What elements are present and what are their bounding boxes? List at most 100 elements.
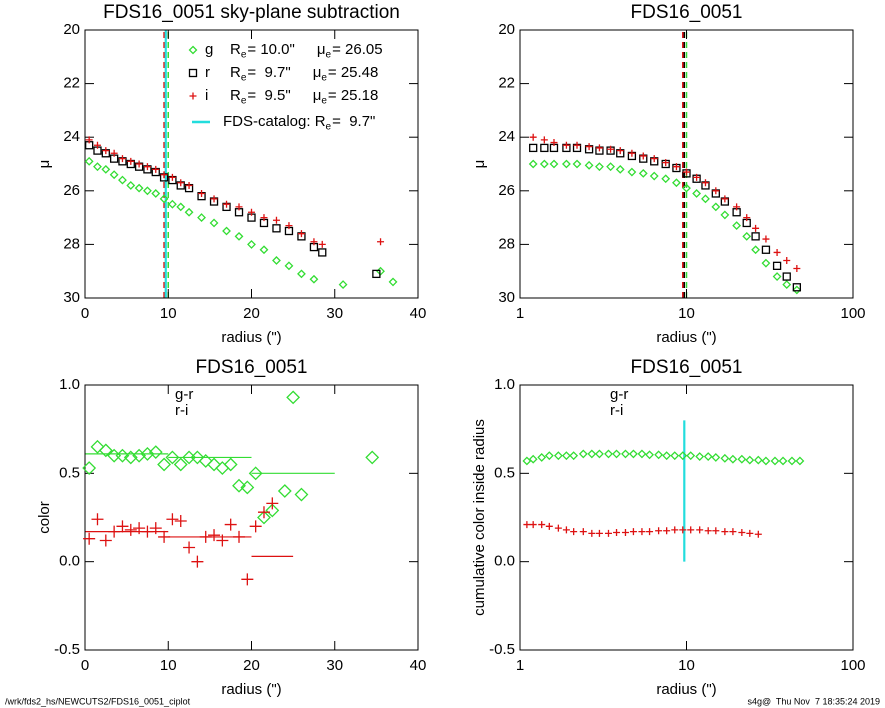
point <box>743 214 751 222</box>
point <box>721 528 729 536</box>
y-tick-label: 0.0 <box>59 553 80 570</box>
point <box>588 529 596 537</box>
legend-label: r-i <box>610 402 623 419</box>
point <box>235 203 243 211</box>
point <box>248 466 263 481</box>
legend-text: = 10.0" <box>247 41 294 58</box>
point <box>773 248 781 256</box>
point <box>160 171 168 179</box>
point <box>247 239 256 249</box>
y-tick-label: 0.0 <box>494 553 515 570</box>
point <box>751 232 760 241</box>
x-tick-label: 0 <box>81 305 89 322</box>
x-tick-label: 10 <box>678 305 695 322</box>
point <box>232 478 246 493</box>
point <box>124 523 137 536</box>
y-tick-label: 0.5 <box>494 464 515 481</box>
point <box>544 451 554 461</box>
point <box>737 454 747 464</box>
point <box>183 541 196 554</box>
y-tick-label: -0.5 <box>489 641 515 658</box>
point <box>143 186 152 196</box>
point <box>721 195 729 203</box>
point <box>297 269 306 279</box>
point <box>628 149 636 157</box>
y-tick-label: 22 <box>63 75 80 92</box>
point <box>701 194 710 204</box>
chart-title: FDS16_0051 sky-plane subtraction <box>103 2 400 23</box>
point <box>110 149 118 157</box>
point <box>93 162 102 172</box>
point <box>215 461 230 475</box>
point <box>629 528 637 536</box>
x-axis-label: radius (") <box>656 329 716 346</box>
point <box>537 453 547 462</box>
point <box>720 210 730 220</box>
point <box>294 487 309 502</box>
legend-text: μ <box>317 41 326 58</box>
point <box>85 136 93 144</box>
point <box>272 224 281 233</box>
point <box>528 454 538 464</box>
point <box>338 280 348 290</box>
point <box>284 261 294 271</box>
point <box>149 522 162 535</box>
legend-text: μ <box>313 64 322 81</box>
point <box>663 527 671 535</box>
point <box>318 248 327 257</box>
point <box>649 171 659 181</box>
point <box>257 506 270 519</box>
point <box>185 181 193 189</box>
x-tick-label: 40 <box>410 657 427 674</box>
point <box>257 510 271 525</box>
point <box>682 183 691 193</box>
point <box>761 245 771 254</box>
point <box>223 457 238 472</box>
x-axis-label: radius (") <box>656 681 716 698</box>
point <box>732 221 742 231</box>
point <box>116 520 129 533</box>
point <box>720 453 730 463</box>
y-tick-label: 28 <box>63 235 80 252</box>
legend-label: g <box>205 41 213 58</box>
point <box>528 159 538 169</box>
point <box>297 230 305 238</box>
point <box>738 529 746 537</box>
y-tick-label: 26 <box>63 182 80 199</box>
point <box>286 390 301 405</box>
point <box>529 143 538 153</box>
point <box>184 207 194 217</box>
point <box>198 189 206 197</box>
x-tick-label: 30 <box>326 657 343 674</box>
point <box>209 218 219 228</box>
legend-text: = 26.05 <box>332 41 382 58</box>
y-tick-label: 24 <box>63 128 80 145</box>
chart-title: FDS16_0051 <box>196 357 308 378</box>
plot-area <box>85 453 335 557</box>
point <box>102 147 110 155</box>
legend-label: r <box>205 64 210 81</box>
point <box>190 450 205 465</box>
point <box>754 530 762 538</box>
point <box>549 159 559 169</box>
point <box>793 265 801 273</box>
point <box>762 235 770 243</box>
point <box>84 156 94 166</box>
point <box>285 222 293 230</box>
point <box>554 524 562 532</box>
point <box>538 521 546 529</box>
point <box>83 532 96 545</box>
point <box>248 208 255 216</box>
y-tick-label: 1.0 <box>59 376 80 393</box>
point <box>573 141 581 149</box>
legend-text: μ <box>313 87 322 104</box>
point <box>704 527 712 535</box>
point <box>318 240 326 248</box>
subscript: e <box>241 73 247 84</box>
point <box>152 165 160 173</box>
point <box>746 529 754 537</box>
point <box>693 173 701 181</box>
footer-right: s4g@ Thu Nov 7 18:35:24 2019 <box>747 696 880 706</box>
point <box>572 159 582 169</box>
